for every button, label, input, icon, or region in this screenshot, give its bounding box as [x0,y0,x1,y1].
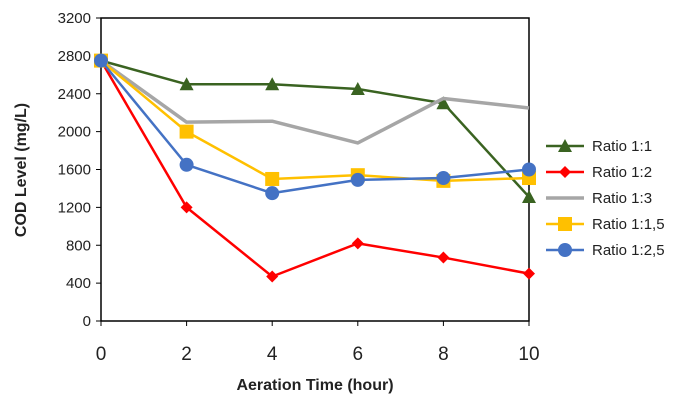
y-tick-label: 800 [66,237,91,254]
legend-label: Ratio 1:1,5 [592,216,665,233]
legend-label: Ratio 1:3 [592,190,652,207]
data-point [266,270,279,283]
y-tick-label: 2000 [58,124,91,141]
data-point [180,201,193,214]
y-tick-label: 1600 [58,162,91,179]
series-line [99,59,530,278]
data-point [437,251,450,264]
x-tick-label: 0 [96,344,107,365]
y-axis-ticks: 0 400 800 1200 1600 2000 2400 2800 3200 [58,10,101,330]
legend-label: Ratio 1:2,5 [592,242,665,259]
data-point [179,77,194,91]
legend: Ratio 1:1 Ratio 1:2 Ratio 1:3 Ratio 1:1,5 Ra… [546,138,665,259]
y-tick-label: 400 [66,275,91,292]
x-axis-ticks: 0 2 4 6 8 10 [96,321,540,365]
series-ratio-1-3 [99,59,530,145]
series-layer [94,53,536,283]
data-point [94,53,108,68]
legend-item: Ratio 1:1,5 [546,216,665,233]
x-tick-label: 6 [353,344,364,365]
series-line [99,59,530,145]
series-ratio-1-2-5 [94,53,536,201]
data-point [179,124,194,139]
data-point [265,171,280,186]
y-tick-label: 1200 [58,199,91,216]
legend-marker [559,166,571,178]
data-point [522,189,536,203]
legend-label: Ratio 1:1 [592,138,652,155]
plot-area [100,17,530,322]
series-line [100,59,530,198]
data-point [350,172,365,187]
legend-label: Ratio 1:2 [592,164,652,181]
legend-item: Ratio 1:3 [546,190,652,207]
legend-marker [558,217,572,231]
data-point [265,77,280,91]
series-line [100,59,530,195]
legend-marker [558,139,572,152]
x-tick-label: 2 [181,344,192,365]
data-point [265,186,280,201]
data-point [436,96,451,110]
y-tick-label: 3200 [58,10,91,27]
legend-item: Ratio 1:2,5 [546,242,665,259]
x-tick-label: 8 [438,344,449,365]
y-tick-label: 2400 [58,86,91,103]
x-tick-label: 4 [267,344,278,365]
y-tick-label: 0 [83,313,91,330]
legend-item: Ratio 1:2 [546,164,652,181]
y-axis-label: COD Level (mg/L) [13,103,30,237]
data-point [523,267,535,280]
x-tick-label: 10 [518,344,539,365]
legend-marker [558,243,572,257]
data-point [350,82,365,96]
x-axis-label: Aeration Time (hour) [236,377,393,394]
series-line [100,59,530,183]
data-point [179,157,194,172]
data-point [522,162,536,177]
data-point [436,171,451,186]
y-tick-label: 2800 [58,48,91,65]
data-point [351,237,364,250]
legend-item: Ratio 1:1 [546,138,652,155]
